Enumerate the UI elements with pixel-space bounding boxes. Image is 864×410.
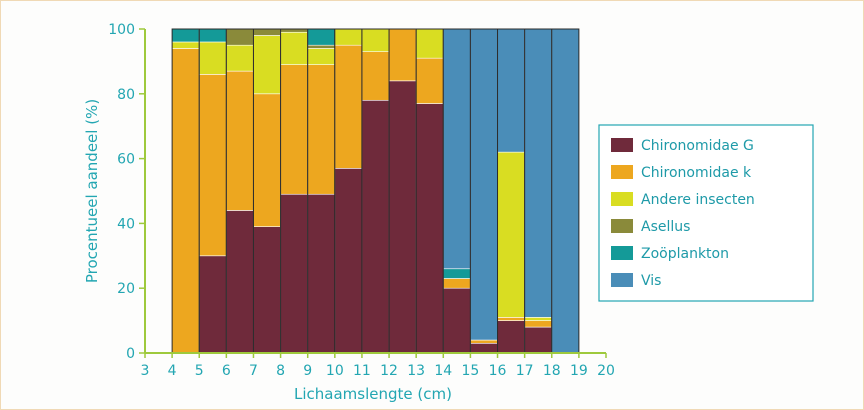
bar-segment-chironomidae-g-bin-9: [415, 103, 444, 354]
bar-segment-chironomidae-k-bin-8: [388, 28, 417, 82]
y-tick-label: 60: [117, 152, 135, 168]
bar-segment-andere-insecten-bin-7: [361, 28, 390, 52]
legend-box: [598, 124, 814, 302]
bar-segment-chironomidae-k-bin-4: [280, 64, 309, 195]
bar-segment-andere-insecten-bin-12: [497, 151, 525, 318]
bar-segment-chironomidae-g-bin-2: [226, 210, 254, 354]
x-tick-label: 3: [141, 363, 150, 379]
legend-swatch: [611, 165, 633, 179]
x-tick-label: 16: [489, 363, 507, 379]
bar-segment-chironomidae-g-bin-6: [334, 168, 363, 354]
bar-segment-chironomidae-g-bin-3: [253, 226, 281, 354]
axes-layer: [139, 28, 607, 358]
bar-segment-andere-insecten-bin-0: [171, 41, 200, 49]
bar-segment-vis-bin-12: [497, 28, 525, 153]
x-tick-label: 9: [303, 363, 312, 379]
legend-swatch: [611, 273, 633, 287]
bar-segment-chironomidae-g-bin-4: [280, 193, 309, 354]
bar-segment-chironomidae-k-bin-0: [171, 48, 200, 354]
bar-segment-vis-bin-13: [524, 28, 553, 318]
bar-segment-chironomidae-k-bin-2: [226, 70, 254, 211]
x-tick-label: 20: [597, 363, 615, 379]
legend-label: Chironomidae G: [641, 138, 754, 154]
bar-segment-chironomidae-k-bin-10: [442, 278, 471, 289]
bar-segment-chironomidae-k-bin-6: [334, 44, 363, 169]
bar-segment-andere-insecten-bin-9: [415, 28, 444, 59]
legend-label: Chironomidae k: [641, 165, 752, 181]
x-tick-label: 13: [407, 363, 425, 379]
bar-segment-andere-insecten-bin-3: [253, 35, 281, 95]
x-tick-label: 11: [353, 363, 371, 379]
bar-segment-zo-plankton-bin-1: [198, 28, 227, 43]
bar-segment-andere-insecten-bin-5: [307, 48, 336, 65]
bar-segment-chironomidae-k-bin-13: [524, 320, 553, 328]
bar-segment-asellus-bin-5: [307, 44, 336, 49]
x-tick-label: 7: [249, 363, 258, 379]
x-axis-title: Lichaamslengte (cm): [294, 385, 452, 403]
legend-swatch: [611, 192, 633, 206]
y-tick-label: 100: [108, 22, 135, 38]
bar-segment-asellus-bin-2: [226, 28, 254, 46]
bar-segment-chironomidae-g-bin-11: [470, 342, 498, 354]
bars-layer: [171, 28, 580, 354]
legend-label: Asellus: [641, 219, 690, 235]
x-tick-label: 6: [222, 363, 231, 379]
x-tick-label: 12: [380, 363, 398, 379]
bar-segment-chironomidae-k-bin-3: [253, 93, 281, 227]
bar-segment-andere-insecten-bin-13: [524, 317, 553, 321]
bar-segment-andere-insecten-bin-6: [334, 28, 363, 46]
legend: Chironomidae G Chironomidae k Andere insec…: [598, 124, 814, 302]
legend-label: Zoöplankton: [641, 246, 729, 262]
bar-segment-andere-insecten-bin-1: [198, 41, 227, 75]
x-tick-label: 18: [543, 363, 561, 379]
x-tick-label: 8: [276, 363, 285, 379]
bar-segment-chironomidae-g-bin-10: [442, 287, 471, 354]
y-tick-label: 40: [117, 216, 135, 232]
legend-label: Vis: [641, 273, 661, 289]
bar-segment-chironomidae-k-bin-9: [415, 57, 444, 104]
bar-segment-vis-bin-14: [551, 28, 580, 354]
y-tick-label: 0: [126, 346, 135, 362]
x-tick-label: 14: [434, 363, 452, 379]
y-tick-label: 20: [117, 281, 135, 297]
y-tick-label: 80: [117, 87, 135, 103]
legend-swatch: [611, 138, 633, 152]
tick-labels-layer: 3 4 5 6 7 8 9 10 11 12 13 14 15 16 17 18 19 20 0 20 40 60 80 10…: [108, 22, 615, 379]
x-tick-label: 15: [461, 363, 479, 379]
legend-swatch: [611, 246, 633, 260]
bar-segment-chironomidae-g-bin-5: [307, 193, 336, 354]
bar-segment-zo-plankton-bin-0: [171, 28, 200, 43]
bar-segment-zo-plankton-bin-5: [307, 28, 336, 46]
bar-segment-chironomidae-g-bin-13: [524, 326, 553, 354]
x-tick-label: 17: [516, 363, 534, 379]
bar-segment-chironomidae-k-bin-12: [497, 317, 525, 321]
x-tick-label: 4: [168, 363, 177, 379]
bar-segment-chironomidae-k-bin-1: [198, 74, 227, 257]
bar-segment-chironomidae-g-bin-7: [361, 99, 390, 354]
x-tick-label: 19: [570, 363, 588, 379]
bar-segment-chironomidae-k-bin-7: [361, 51, 390, 101]
bar-segment-andere-insecten-bin-4: [280, 31, 309, 65]
bar-segment-chironomidae-k-bin-5: [307, 64, 336, 195]
bar-segment-chironomidae-g-bin-12: [497, 320, 525, 354]
y-axis-title: Procentueel aandeel (%): [83, 99, 101, 283]
bar-segment-chironomidae-g-bin-8: [388, 80, 417, 354]
legend-swatch: [611, 219, 633, 233]
bar-segment-zo-plankton-bin-10: [442, 268, 471, 279]
bar-segment-andere-insecten-bin-2: [226, 44, 254, 72]
bar-segment-chironomidae-g-bin-1: [198, 255, 227, 354]
bar-segment-asellus-bin-3: [253, 28, 281, 36]
legend-label: Andere insecten: [641, 192, 755, 208]
bar-segment-vis-bin-10: [442, 28, 471, 270]
x-tick-label: 5: [195, 363, 204, 379]
bar-segment-vis-bin-11: [470, 28, 498, 341]
bar-segment-chironomidae-k-bin-11: [470, 339, 498, 344]
x-tick-label: 10: [326, 363, 344, 379]
